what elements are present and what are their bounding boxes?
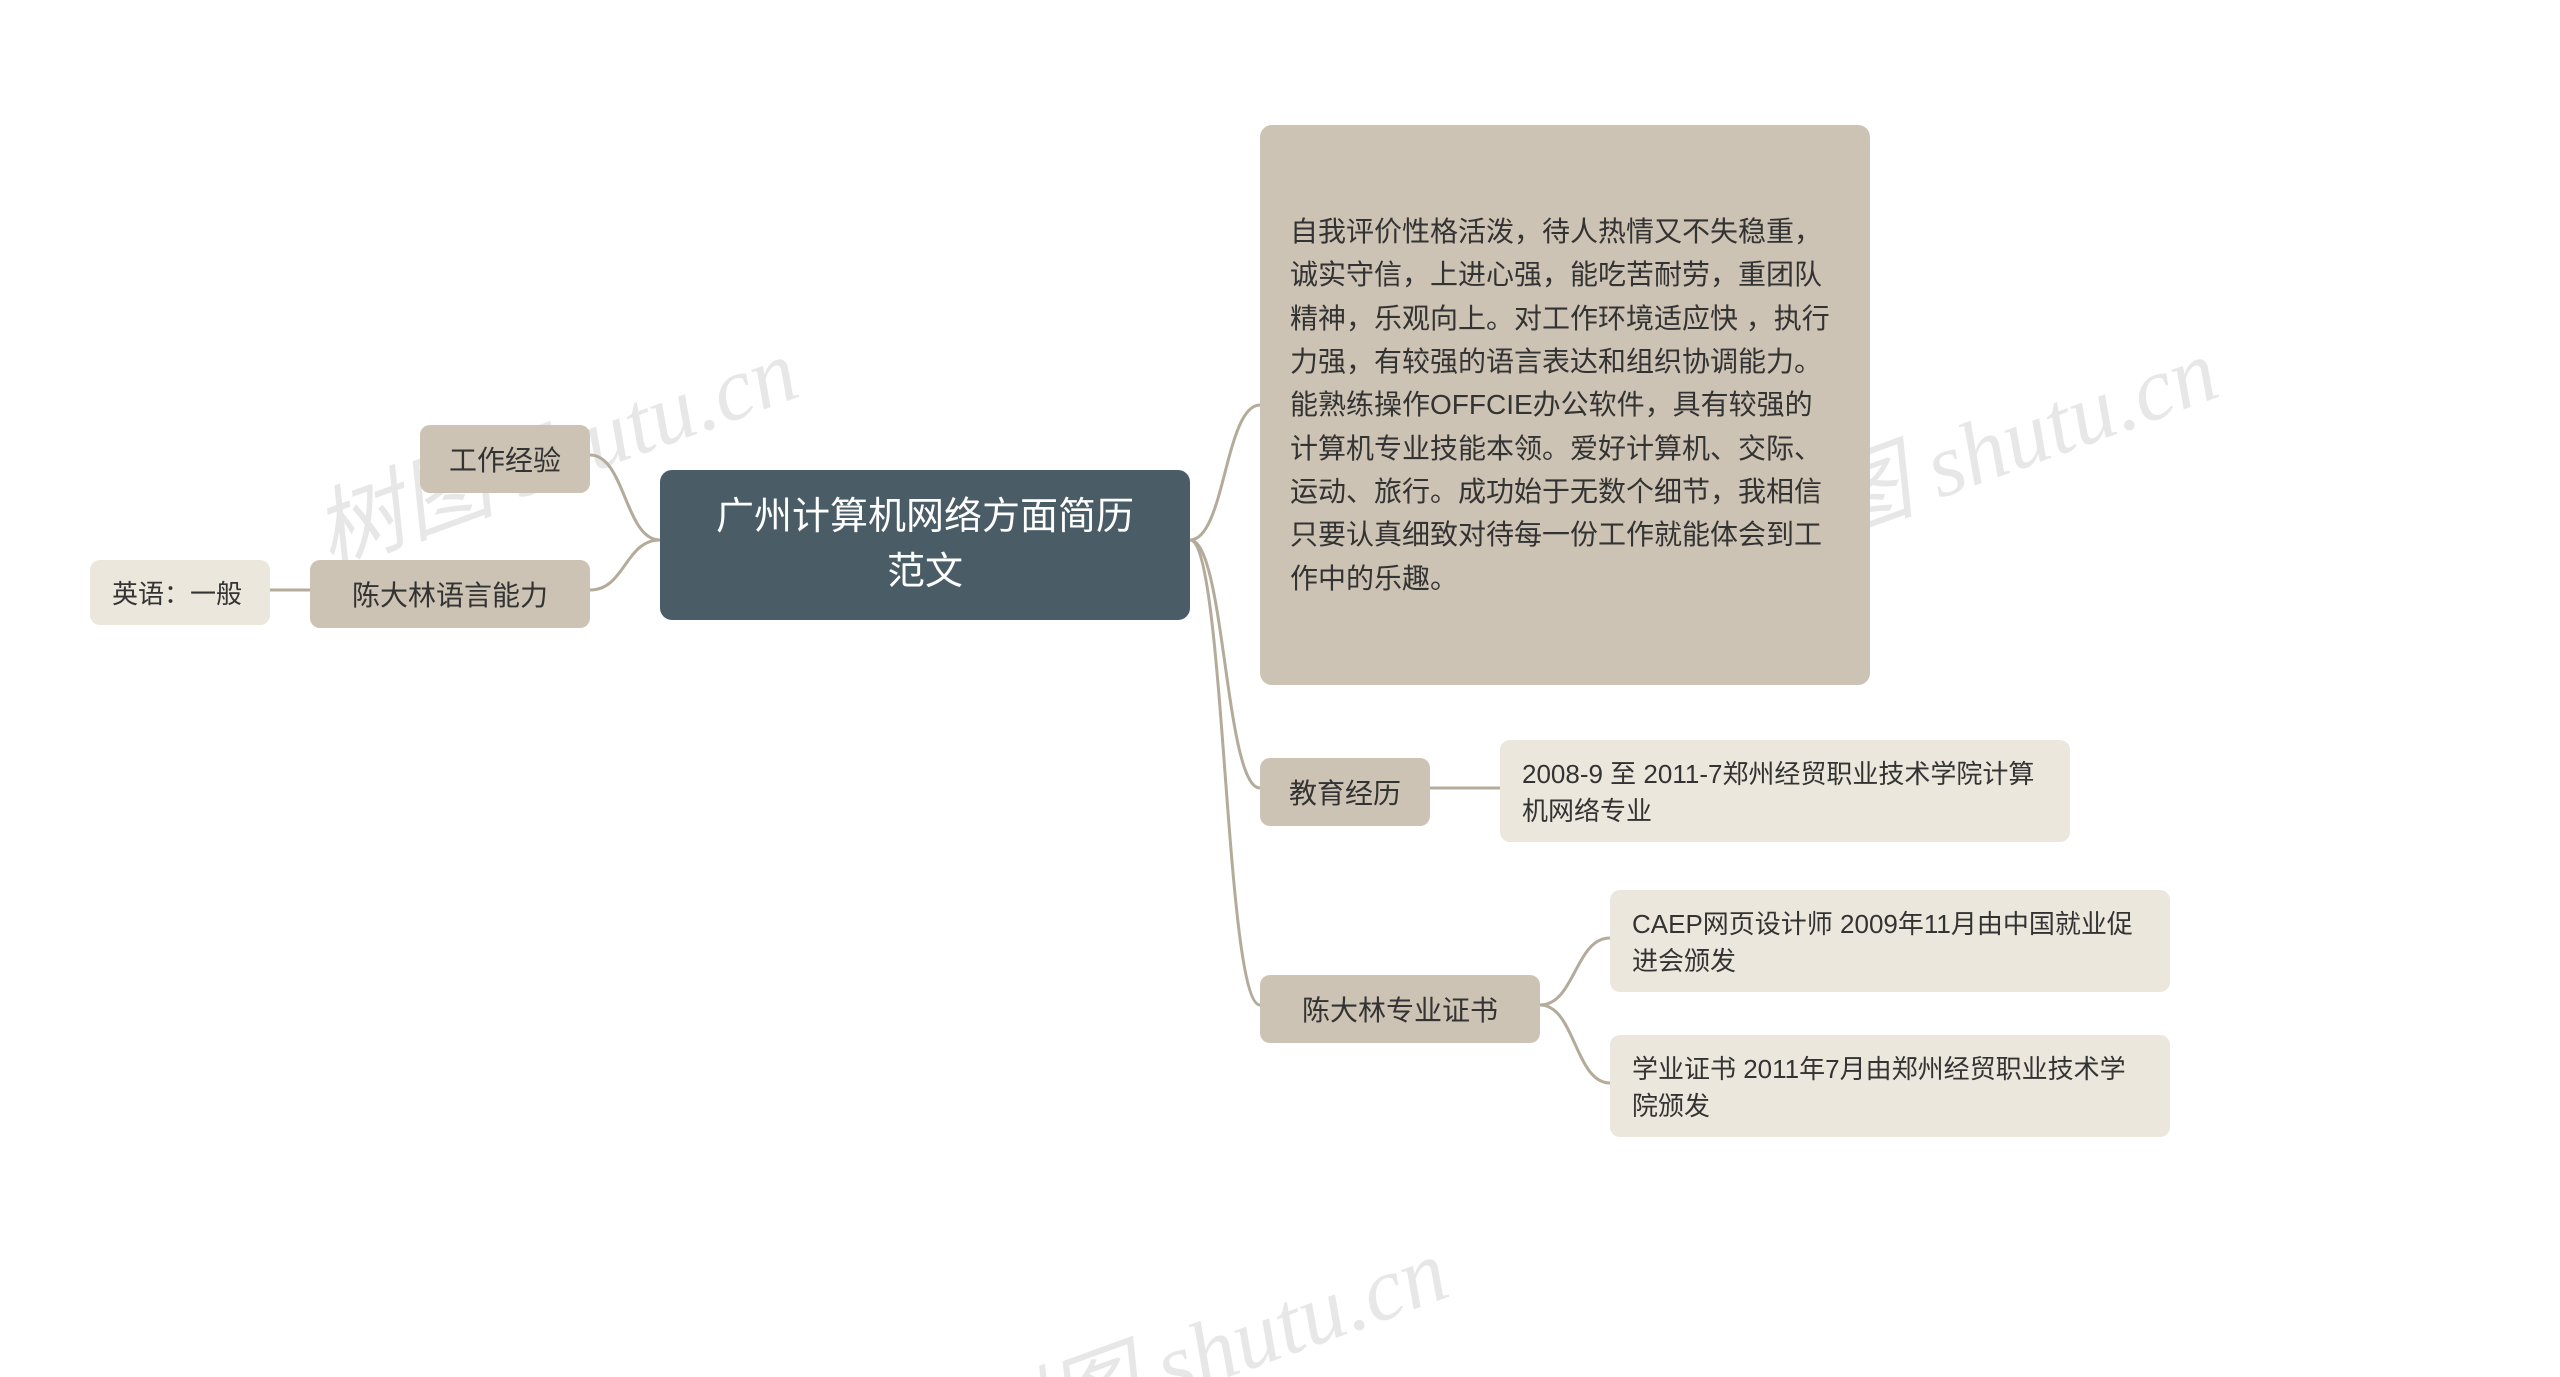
branch-label: 陈大林专业证书 xyxy=(1302,989,1498,1029)
branch-language-ability: 陈大林语言能力 xyxy=(310,560,590,628)
watermark: 树图 shutu.cn xyxy=(943,1198,1462,1377)
branch-label: 工作经验 xyxy=(449,439,561,479)
branch-self-evaluation: 自我评价性格活泼，待人热情又不失稳重，诚实守信，上进心强，能吃苦耐劳，重团队精神… xyxy=(1260,125,1870,685)
center-label: 广州计算机网络方面简历范文 xyxy=(698,490,1152,600)
leaf-education-detail: 2008-9 至 2011-7郑州经贸职业技术学院计算机网络专业 xyxy=(1500,740,2070,842)
branch-work-experience: 工作经验 xyxy=(420,425,590,493)
leaf-label: 学业证书 2011年7月由郑州经贸职业技术学院颁发 xyxy=(1632,1049,2148,1123)
leaf-english-level: 英语：一般 xyxy=(90,560,270,625)
branch-label: 陈大林语言能力 xyxy=(352,574,548,614)
leaf-label: CAEP网页设计师 2009年11月由中国就业促进会颁发 xyxy=(1632,904,2148,978)
leaf-cert-diploma: 学业证书 2011年7月由郑州经贸职业技术学院颁发 xyxy=(1610,1035,2170,1137)
self-eval-text: 自我评价性格活泼，待人热情又不失稳重，诚实守信，上进心强，能吃苦耐劳，重团队精神… xyxy=(1290,210,1840,601)
branch-education: 教育经历 xyxy=(1260,758,1430,826)
branch-label: 教育经历 xyxy=(1289,772,1401,812)
leaf-cert-caep: CAEP网页设计师 2009年11月由中国就业促进会颁发 xyxy=(1610,890,2170,992)
leaf-label: 2008-9 至 2011-7郑州经贸职业技术学院计算机网络专业 xyxy=(1522,754,2048,828)
leaf-label: 英语：一般 xyxy=(112,574,242,611)
center-node: 广州计算机网络方面简历范文 xyxy=(660,470,1190,620)
branch-certificates: 陈大林专业证书 xyxy=(1260,975,1540,1043)
